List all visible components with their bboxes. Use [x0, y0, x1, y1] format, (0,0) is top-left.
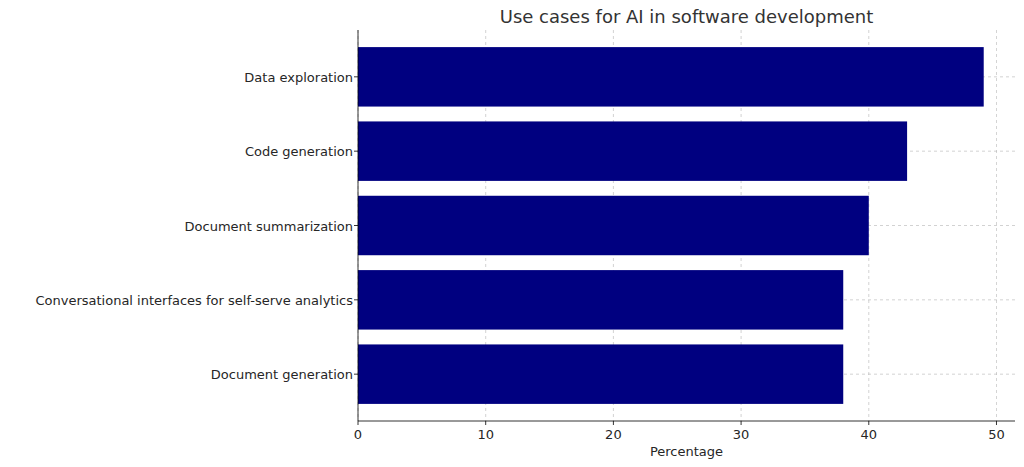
chart-svg: 0 10 20 30 40 50 Data exploration Code generati… [0, 0, 1024, 467]
x-tick [996, 421, 997, 425]
bars [358, 47, 984, 404]
y-tick [354, 225, 358, 226]
x-tick-label: 0 [354, 427, 362, 442]
x-tick-label: 50 [988, 427, 1005, 442]
bar [358, 196, 869, 255]
y-tick [354, 374, 358, 375]
y-tick [354, 76, 358, 77]
bar [358, 47, 984, 106]
x-tick [868, 421, 869, 425]
x-tick [613, 421, 614, 425]
x-tick-label: 40 [861, 427, 878, 442]
axes: 0 10 20 30 40 50 Data exploration Code generati… [35, 30, 1015, 442]
bar [358, 121, 907, 180]
x-tick [741, 421, 742, 425]
bar [358, 344, 843, 403]
y-tick [354, 151, 358, 152]
x-axis-label: Percentage [650, 444, 723, 459]
x-tick-label: 20 [605, 427, 622, 442]
x-tick-label: 30 [733, 427, 750, 442]
x-tick-label: 10 [477, 427, 494, 442]
x-tick [485, 421, 486, 425]
category-label: Document summarization [185, 219, 353, 234]
x-tick [358, 421, 359, 425]
category-label: Document generation [211, 367, 353, 382]
category-label: Code generation [245, 144, 353, 159]
grid [358, 30, 1015, 421]
chart-title: Use cases for AI in software development [500, 6, 874, 27]
category-label: Data exploration [244, 70, 353, 85]
category-label: Conversational interfaces for self-serve… [35, 293, 353, 308]
y-tick [354, 299, 358, 300]
bar [358, 270, 843, 329]
chart-container: 0 10 20 30 40 50 Data exploration Code generati… [0, 0, 1024, 467]
x-axis-line [358, 421, 1015, 422]
